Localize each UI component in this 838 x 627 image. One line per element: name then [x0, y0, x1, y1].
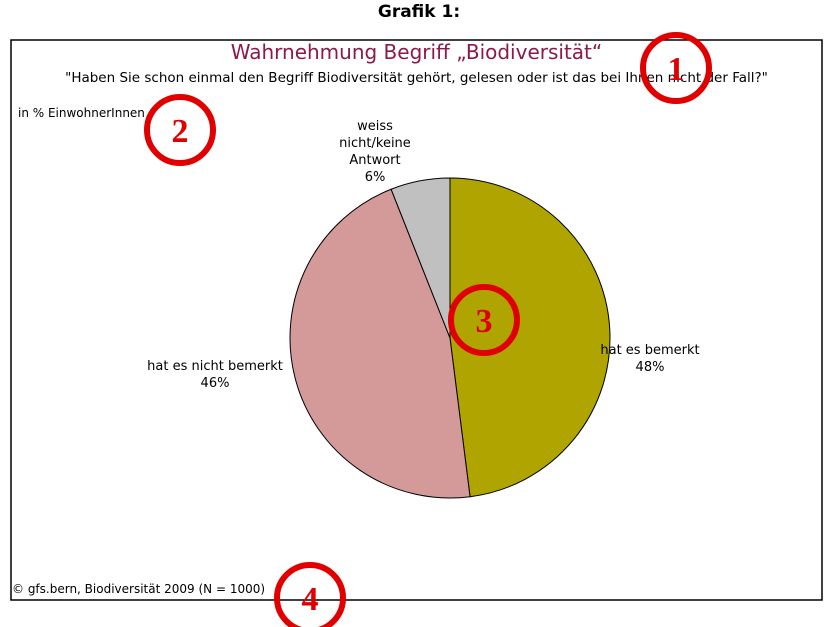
slice-category: hat es nicht bemerkt — [147, 359, 283, 374]
slice-label: hat es nicht bemerkt 46% — [130, 358, 300, 392]
annotation-number: 2 — [172, 113, 189, 150]
slice-label: weiss nicht/keine Antwort 6% — [320, 118, 430, 186]
slice-category: weiss nicht/keine Antwort — [339, 119, 411, 168]
annotation-ring — [448, 284, 520, 356]
annotation-number: 3 — [476, 303, 493, 340]
unit-note: in % EinwohnerInnen — [18, 106, 145, 120]
source: © gfs.bern, Biodiversität 2009 (N = 1000… — [12, 582, 266, 596]
chart-subtitle: "Haben Sie schon einmal den Begriff Biod… — [65, 70, 768, 86]
pie-slice — [289, 188, 471, 499]
pie-slice — [390, 177, 451, 339]
slice-category: hat es bemerkt — [600, 343, 700, 358]
pie-slice — [449, 177, 611, 498]
slice-label: hat es bemerkt 48% — [590, 342, 710, 376]
heading: Grafik 1: — [377, 2, 461, 22]
annotation-ring — [144, 94, 216, 166]
annotation-number: 1 — [668, 51, 685, 88]
annotation-ring — [274, 562, 346, 627]
slice-value-label: 48% — [635, 360, 665, 375]
annotation-ring — [640, 32, 712, 104]
slice-value-label: 46% — [200, 376, 230, 391]
chart-frame — [10, 39, 823, 601]
chart-title: Wahrnehmung Begriff „Biodiversität“ — [230, 40, 603, 64]
annotation-number: 4 — [302, 581, 319, 618]
slice-value-label: 6% — [364, 170, 386, 185]
